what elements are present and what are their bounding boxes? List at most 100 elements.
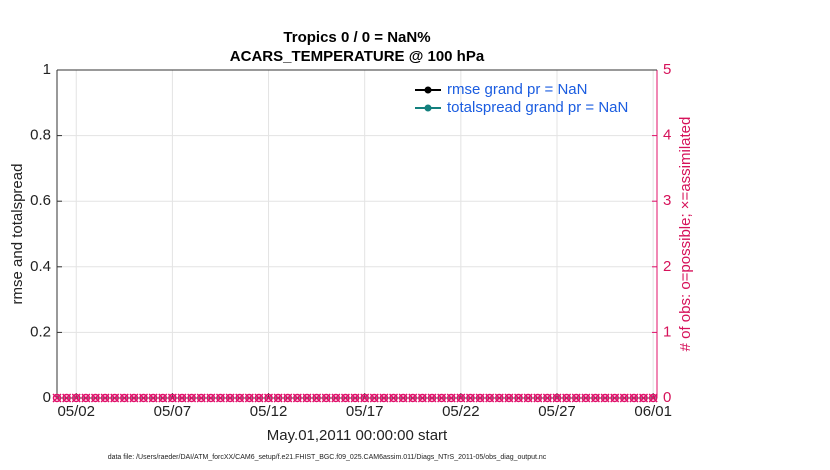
obs-possible-marker	[360, 393, 369, 403]
obs-assimilated-marker	[533, 393, 543, 403]
obs-assimilated-marker	[177, 393, 187, 403]
obs-possible-marker	[370, 393, 379, 403]
obs-possible-marker	[245, 393, 254, 403]
obs-assimilated-marker	[389, 393, 399, 403]
obs-assimilated-marker	[340, 393, 350, 403]
obs-assimilated-marker	[235, 393, 245, 403]
y2-tick-label: 0	[663, 389, 671, 406]
x-tick-label: 05/17	[346, 403, 384, 420]
obs-possible-marker	[562, 393, 571, 403]
obs-assimilated-marker	[292, 393, 302, 403]
x-tick-label: 05/22	[442, 403, 480, 420]
obs-assimilated-marker	[360, 393, 370, 403]
y2-tick-label: 4	[663, 127, 671, 144]
obs-possible-marker	[600, 393, 610, 403]
obs-assimilated-marker	[148, 393, 158, 403]
obs-assimilated-marker	[514, 393, 524, 403]
obs-assimilated-marker	[590, 393, 600, 403]
obs-possible-marker	[216, 393, 225, 403]
obs-possible-marker	[341, 393, 350, 403]
obs-possible-marker	[514, 393, 523, 403]
y2-tick-label: 5	[663, 61, 671, 78]
obs-assimilated-marker	[465, 393, 475, 403]
y2-tick-label: 1	[663, 323, 671, 340]
obs-possible-marker	[629, 393, 639, 403]
obs-assimilated-marker	[369, 393, 379, 403]
obs-assimilated-marker	[648, 393, 658, 403]
obs-assimilated-marker	[571, 393, 581, 403]
obs-assimilated-marker	[283, 393, 293, 403]
obs-assimilated-marker	[610, 393, 620, 403]
y-tick-label: 0.4	[30, 258, 51, 275]
obs-possible-marker	[62, 393, 71, 403]
x-tick-label: 06/01	[634, 403, 672, 420]
y-tick-label: 0.2	[30, 323, 51, 340]
obs-assimilated-marker	[119, 393, 129, 403]
obs-possible-marker	[543, 393, 552, 403]
obs-assimilated-marker	[417, 393, 427, 403]
obs-possible-marker	[331, 393, 341, 403]
obs-possible-marker	[321, 393, 331, 403]
obs-possible-marker	[52, 393, 62, 403]
obs-assimilated-marker	[350, 393, 360, 403]
obs-possible-marker	[283, 393, 293, 403]
obs-assimilated-marker	[81, 393, 91, 403]
obs-assimilated-marker	[215, 393, 225, 403]
obs-assimilated-marker	[52, 393, 62, 403]
obs-assimilated-marker	[494, 393, 504, 403]
obs-assimilated-marker	[456, 393, 466, 403]
obs-possible-marker	[398, 393, 408, 403]
obs-possible-marker	[81, 393, 91, 403]
obs-assimilated-marker	[542, 393, 552, 403]
obs-possible-marker	[177, 393, 187, 403]
obs-assimilated-marker	[379, 393, 389, 403]
obs-possible-marker	[456, 393, 466, 403]
obs-possible-marker	[495, 393, 504, 403]
obs-assimilated-marker	[196, 393, 206, 403]
obs-assimilated-marker	[485, 393, 495, 403]
legend-label: totalspread grand pr = NaN	[447, 99, 628, 116]
y-tick-label: 0.6	[30, 192, 51, 209]
obs-possible-marker	[610, 393, 619, 403]
x-tick-label: 05/07	[154, 403, 192, 420]
obs-assimilated-marker	[62, 393, 72, 403]
obs-possible-marker	[504, 393, 514, 403]
obs-assimilated-marker	[302, 393, 312, 403]
x-axis-label: May.01,2011 00:00:00 start	[267, 427, 448, 444]
obs-assimilated-marker	[71, 393, 81, 403]
obs-possible-marker	[379, 393, 389, 403]
obs-assimilated-marker	[475, 393, 485, 403]
obs-possible-marker	[533, 393, 543, 403]
obs-possible-marker	[427, 393, 437, 403]
obs-possible-marker	[648, 393, 658, 403]
obs-possible-marker	[264, 393, 273, 403]
obs-assimilated-marker	[264, 393, 274, 403]
obs-assimilated-marker	[321, 393, 331, 403]
obs-assimilated-marker	[639, 393, 649, 403]
obs-possible-marker	[91, 393, 100, 403]
obs-assimilated-marker	[562, 393, 572, 403]
obs-possible-marker	[446, 393, 456, 403]
obs-assimilated-marker	[629, 393, 639, 403]
obs-assimilated-marker	[437, 393, 447, 403]
obs-possible-marker	[620, 393, 629, 403]
obs-possible-marker	[196, 393, 206, 403]
obs-assimilated-marker	[100, 393, 110, 403]
chart-subtitle: ACARS_TEMPERATURE @ 100 hPa	[230, 48, 485, 65]
legend-marker	[424, 104, 432, 112]
obs-possible-marker	[571, 393, 581, 403]
obs-assimilated-marker	[273, 393, 283, 403]
obs-assimilated-marker	[331, 393, 341, 403]
obs-assimilated-marker	[254, 393, 264, 403]
chart-title: Tropics 0 / 0 = NaN%	[283, 29, 430, 46]
obs-possible-marker	[581, 393, 591, 403]
obs-possible-marker	[100, 393, 110, 403]
obs-assimilated-marker	[427, 393, 437, 403]
obs-assimilated-marker	[110, 393, 120, 403]
obs-assimilated-marker	[225, 393, 235, 403]
obs-assimilated-marker	[187, 393, 197, 403]
obs-possible-marker	[187, 393, 196, 403]
obs-possible-marker	[110, 393, 119, 403]
obs-possible-marker	[523, 393, 533, 403]
